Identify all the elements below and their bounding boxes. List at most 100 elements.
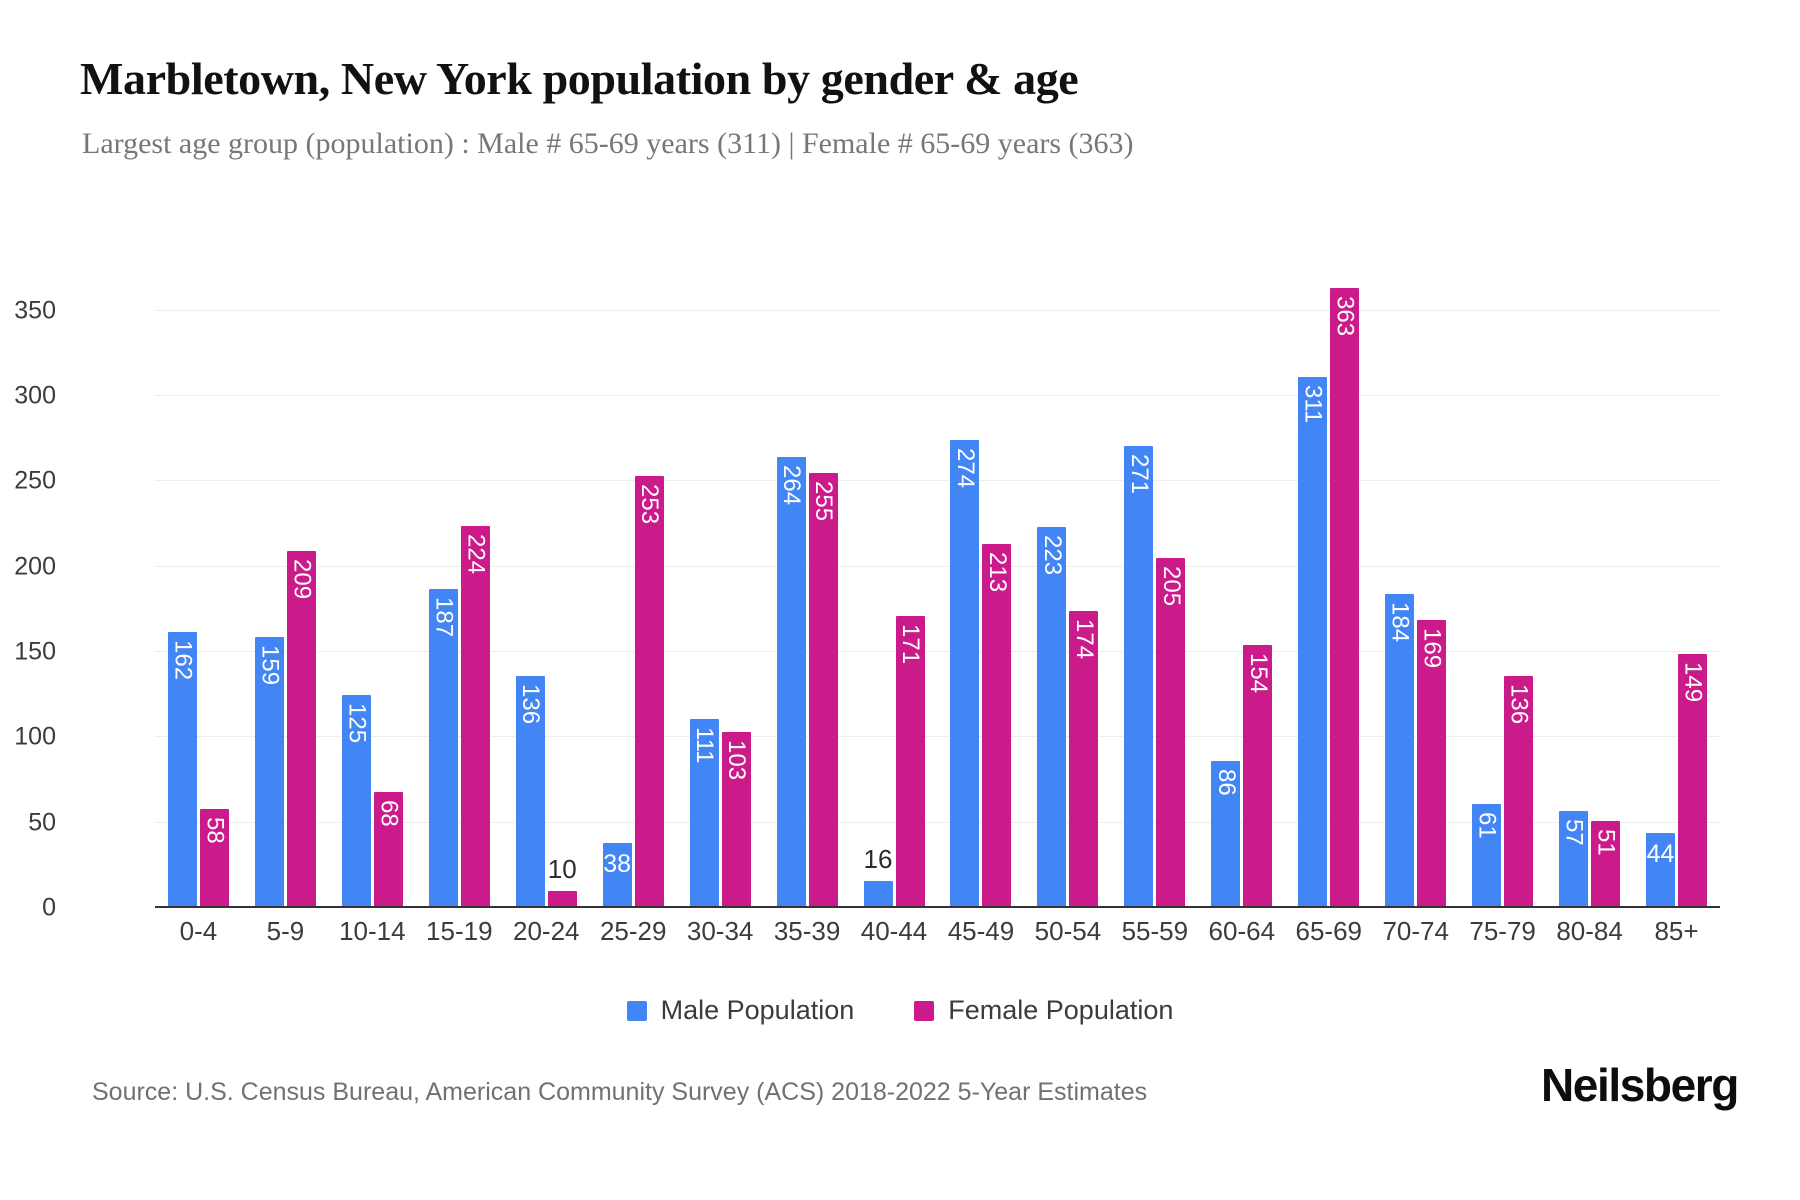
bar-female[interactable]: 209 <box>286 551 316 908</box>
bar-value-label: 10 <box>547 853 577 884</box>
bar-female[interactable]: 136 <box>1504 675 1534 908</box>
x-axis-line <box>155 906 1720 908</box>
bar-male[interactable]: 274 <box>950 440 980 908</box>
bar-female[interactable]: 174 <box>1069 611 1099 908</box>
x-tick-label: 15-19 <box>426 916 493 946</box>
bar-female[interactable]: 154 <box>1243 645 1273 908</box>
bar-male[interactable]: 187 <box>428 588 458 908</box>
y-tick-label: 150 <box>14 637 56 666</box>
bar-female[interactable]: 51 <box>1591 820 1621 908</box>
x-tick-label: 80-84 <box>1556 916 1623 946</box>
bar-male[interactable]: 57 <box>1559 810 1589 908</box>
bar-male[interactable]: 44 <box>1646 832 1676 908</box>
bar-value-label: 68 <box>375 799 403 827</box>
bar-value-label: 213 <box>983 552 1011 593</box>
bar-female[interactable]: 253 <box>634 476 664 908</box>
bar-female[interactable]: 68 <box>373 791 403 908</box>
bar-value-label: 38 <box>603 850 632 879</box>
bar-group: 184 169 <box>1372 268 1459 908</box>
gridline <box>155 395 1720 396</box>
x-tick-label: 0-4 <box>179 916 218 946</box>
bar-value-label: 363 <box>1331 296 1359 337</box>
bar-male[interactable]: 311 <box>1298 377 1328 908</box>
bar-female[interactable]: 224 <box>460 525 490 908</box>
bar-female[interactable]: 363 <box>1330 288 1360 908</box>
source-note: Source: U.S. Census Bureau, American Com… <box>92 1078 1148 1106</box>
plot-area: 0 50 100 150 200 250 300 350 162 58 159 209 125 68 18… <box>14 268 1720 946</box>
bar-group: 274 213 <box>938 268 1025 908</box>
bar-value-label: 154 <box>1244 653 1272 694</box>
x-tick-label: 55-59 <box>1121 916 1189 946</box>
y-tick-label: 300 <box>14 381 56 410</box>
bar-group: 125 68 <box>329 268 416 908</box>
bar-male[interactable]: 271 <box>1124 445 1154 908</box>
x-tick-label: 60-64 <box>1208 916 1276 946</box>
y-tick-label: 50 <box>28 808 56 837</box>
bar-group: 57 51 <box>1546 268 1633 908</box>
page-title: Marbletown, New York population by gende… <box>80 53 1079 104</box>
bar-female[interactable]: 171 <box>895 616 925 908</box>
chart-subtitle: Largest age group (population) : Male # … <box>82 127 1134 160</box>
bar-female[interactable]: 103 <box>721 732 751 908</box>
bar-male[interactable]: 159 <box>254 636 284 908</box>
legend-label: Male Population <box>660 995 855 1025</box>
brand-logo: Neilsberg <box>1540 1059 1739 1111</box>
bar-value-label: 184 <box>1386 601 1414 643</box>
bar-male[interactable]: 136 <box>515 675 545 908</box>
y-tick-label: 100 <box>14 722 56 751</box>
bar-value-label: 44 <box>1646 839 1675 868</box>
bar-female[interactable]: 10 <box>547 854 577 908</box>
bar-value-label: 264 <box>778 465 806 506</box>
bar-male[interactable]: 162 <box>167 631 197 908</box>
bar-value-label: 223 <box>1038 535 1066 576</box>
y-tick-label: 0 <box>42 893 56 922</box>
bar-male[interactable]: 86 <box>1211 761 1241 908</box>
x-tick-label: 10-14 <box>339 916 406 946</box>
bar-male[interactable]: 16 <box>863 844 893 908</box>
bar-value-label: 16 <box>863 843 893 874</box>
legend-item[interactable]: Female Population <box>914 995 1173 1026</box>
bar-value-label: 171 <box>897 624 925 665</box>
bar-group: 162 58 <box>155 268 242 908</box>
bar-value-label: 311 <box>1299 385 1327 424</box>
bar-value-label: 159 <box>256 644 284 685</box>
bar-male[interactable]: 61 <box>1472 803 1502 908</box>
bar-female[interactable]: 58 <box>199 809 229 908</box>
bar-male[interactable]: 264 <box>776 457 806 908</box>
x-tick-label: 65-69 <box>1295 916 1362 946</box>
bar-male[interactable]: 125 <box>341 694 371 908</box>
bar-female[interactable]: 149 <box>1678 653 1708 908</box>
x-tick-label: 30-34 <box>686 916 754 946</box>
bar-value-label: 86 <box>1212 769 1240 796</box>
bar-female[interactable]: 205 <box>1156 558 1186 908</box>
bar-group: 271 205 <box>1111 268 1198 908</box>
bar-value-label: 162 <box>169 639 197 680</box>
y-tick-label: 200 <box>14 552 56 581</box>
bar-group: 264 255 <box>764 268 851 908</box>
bar-value-label: 136 <box>1505 683 1533 724</box>
bar-group: 16 171 <box>851 268 938 908</box>
square-swatch-icon <box>626 1000 647 1021</box>
bar-value-label: 209 <box>288 559 316 600</box>
bar-value-label: 61 <box>1473 811 1501 839</box>
x-tick-label: 50-54 <box>1034 916 1102 946</box>
bar-male[interactable]: 223 <box>1037 527 1067 908</box>
bar-female[interactable]: 169 <box>1417 619 1447 908</box>
bar-value-label: 255 <box>810 480 838 521</box>
bar-value-label: 111 <box>691 726 719 764</box>
legend-item[interactable]: Male Population <box>626 995 855 1026</box>
y-tick-label: 250 <box>14 466 56 495</box>
bar-group: 187 224 <box>416 268 503 908</box>
x-tick-label: 25-29 <box>599 916 667 946</box>
bar-male[interactable]: 184 <box>1385 593 1415 908</box>
bar-female[interactable]: 213 <box>982 544 1012 908</box>
x-tick-label: 75-79 <box>1469 916 1536 946</box>
bar-female[interactable]: 255 <box>808 472 838 908</box>
x-tick-label: 45-49 <box>947 916 1015 946</box>
x-tick-label: 5-9 <box>266 916 305 946</box>
bar-male[interactable]: 111 <box>689 718 719 908</box>
bar-group: 38 253 <box>590 268 677 908</box>
bar-value-label: 149 <box>1679 661 1707 702</box>
gridline <box>155 821 1720 823</box>
bar-male[interactable]: 38 <box>602 843 632 908</box>
